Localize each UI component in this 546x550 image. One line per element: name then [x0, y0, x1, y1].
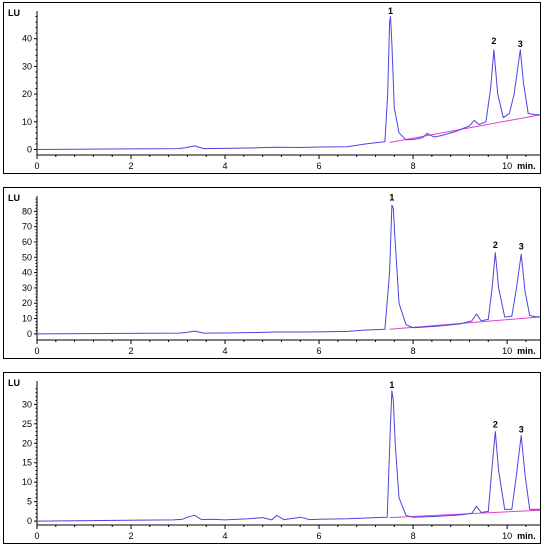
peak-label: 1 [389, 380, 394, 390]
chromatogram-3: 0 5 10 15 20 25 30 LU 0 2 4 6 8 10 min. 1 2 3 [8, 378, 540, 541]
y-tick-label: 20 [22, 298, 32, 308]
chromatogram-1: 0 10 20 30 40 LU 0 2 4 6 8 10 min. 1 2 3 [8, 6, 540, 171]
x-axis-unit: min. [517, 161, 536, 171]
peak-label: 1 [389, 193, 394, 203]
y-tick-label: 0 [27, 329, 32, 339]
y-axis-label: LU [8, 8, 20, 18]
x-tick-label: 2 [129, 346, 134, 356]
y-tick-label: 80 [22, 206, 32, 216]
y-tick-label: 60 [22, 237, 32, 247]
y-tick-label: 20 [22, 438, 32, 448]
signal-trace [36, 16, 540, 150]
peak-label: 2 [493, 420, 498, 430]
x-tick-label: 10 [502, 346, 512, 356]
y-tick-label: 10 [22, 117, 32, 127]
x-tick-label: 4 [223, 346, 228, 356]
y-tick-label: 10 [22, 314, 32, 324]
y-tick-label: 15 [22, 458, 32, 468]
y-tick-label: 70 [22, 222, 32, 232]
y-tick-label: 50 [22, 252, 32, 262]
y-tick-label: 0 [27, 516, 32, 526]
y-tick-label: 30 [22, 283, 32, 293]
x-tick-label: 8 [411, 161, 416, 171]
x-tick-label: 4 [223, 161, 228, 171]
peak-label: 3 [518, 39, 523, 49]
x-axis-unit: min. [517, 531, 536, 541]
x-tick-label: 6 [317, 161, 322, 171]
y-tick-label: 20 [22, 89, 32, 99]
peak-label: 2 [493, 240, 498, 250]
x-tick-label: 0 [34, 161, 39, 171]
y-axis-label: LU [8, 193, 20, 203]
x-tick-label: 0 [34, 346, 39, 356]
y-tick-label: 10 [22, 477, 32, 487]
chromatogram-panel-3: 0 5 10 15 20 25 30 LU 0 2 4 6 8 10 min. 1 2 3 [3, 372, 541, 544]
y-tick-label: 40 [22, 34, 32, 44]
y-axis-label: LU [8, 378, 20, 388]
y-tick-label: 0 [27, 144, 32, 154]
x-tick-label: 6 [317, 346, 322, 356]
x-axis-unit: min. [517, 346, 536, 356]
y-tick-label: 30 [22, 61, 32, 71]
x-tick-label: 10 [502, 161, 512, 171]
x-tick-label: 0 [34, 531, 39, 541]
x-tick-label: 4 [223, 531, 228, 541]
y-tick-label: 40 [22, 268, 32, 278]
peak-label: 1 [388, 6, 393, 16]
x-tick-label: 2 [129, 531, 134, 541]
y-tick-label: 30 [22, 399, 32, 409]
y-tick-label: 25 [22, 419, 32, 429]
chromatogram-panel-2: 0 10 20 30 40 50 60 70 80 LU 0 2 4 6 8 10 min. 1 2 3 [3, 187, 541, 359]
x-tick-label: 10 [502, 531, 512, 541]
signal-trace [36, 204, 540, 335]
chromatogram-panel-1: 0 10 20 30 40 LU 0 2 4 6 8 10 min. 1 2 3 [3, 2, 541, 174]
peak-label: 3 [519, 242, 524, 252]
x-tick-label: 2 [129, 161, 134, 171]
peak-label: 2 [491, 36, 496, 46]
x-tick-label: 6 [317, 531, 322, 541]
x-tick-label: 8 [411, 531, 416, 541]
x-tick-label: 8 [411, 346, 416, 356]
peak-label: 3 [519, 424, 524, 434]
signal-trace [36, 390, 540, 522]
integration-baseline [389, 114, 540, 144]
y-tick-label: 5 [27, 497, 32, 507]
